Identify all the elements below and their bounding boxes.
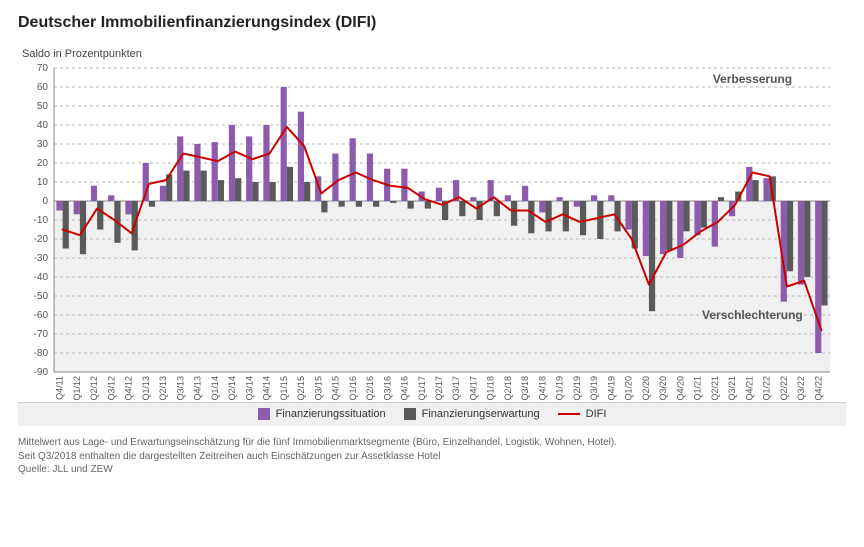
svg-text:-10: -10 — [34, 215, 49, 226]
svg-text:Q2/17: Q2/17 — [434, 376, 444, 401]
svg-text:Q2/20: Q2/20 — [641, 376, 651, 401]
svg-text:Q2/19: Q2/19 — [572, 376, 582, 401]
svg-text:Q1/12: Q1/12 — [72, 376, 82, 401]
svg-text:Q1/14: Q1/14 — [210, 376, 220, 401]
footnote-line-3: Quelle: JLL und ZEW — [18, 463, 846, 477]
svg-text:Q2/21: Q2/21 — [710, 376, 720, 401]
svg-text:30: 30 — [37, 139, 49, 150]
svg-text:Q4/17: Q4/17 — [468, 376, 478, 401]
legend-item-series1: Finanzierungssituation — [258, 408, 386, 420]
svg-text:50: 50 — [37, 101, 49, 112]
svg-text:Q4/16: Q4/16 — [400, 376, 410, 401]
svg-text:70: 70 — [37, 63, 49, 74]
svg-text:Q4/15: Q4/15 — [331, 376, 341, 401]
svg-text:Q1/22: Q1/22 — [762, 376, 772, 401]
svg-text:Q4/21: Q4/21 — [744, 376, 754, 401]
svg-text:Q3/19: Q3/19 — [589, 376, 599, 401]
footnote-line-1: Mittelwert aus Lage- und Erwartungseinsc… — [18, 436, 846, 450]
svg-text:Q1/13: Q1/13 — [141, 376, 151, 401]
svg-text:Q4/22: Q4/22 — [813, 376, 823, 401]
legend-item-series2: Finanzierungserwartung — [404, 408, 540, 420]
svg-text:Q2/18: Q2/18 — [503, 376, 513, 401]
svg-text:Q2/12: Q2/12 — [89, 376, 99, 401]
legend-label-series2: Finanzierungserwartung — [422, 408, 540, 420]
footnotes: Mittelwert aus Lage- und Erwartungseinsc… — [18, 436, 846, 477]
chart-svg: -90 -80 -70 -60 -50 -40 -30 -20 -10 0 10 20 30 40 50 60… — [18, 62, 838, 402]
svg-text:Q4/20: Q4/20 — [675, 376, 685, 401]
legend: Finanzierungssituation Finanzierungserwa… — [18, 402, 846, 426]
footnote-line-2: Seit Q3/2018 enthalten die dargestellten… — [18, 450, 846, 464]
legend-swatch-series2 — [404, 408, 416, 420]
legend-swatch-series1 — [258, 408, 270, 420]
svg-text:20: 20 — [37, 158, 49, 169]
svg-text:-80: -80 — [34, 348, 49, 359]
svg-text:Q1/19: Q1/19 — [555, 376, 565, 401]
svg-text:60: 60 — [37, 82, 49, 93]
svg-text:Q2/13: Q2/13 — [158, 376, 168, 401]
svg-text:Q1/17: Q1/17 — [417, 376, 427, 401]
svg-text:Q4/11: Q4/11 — [55, 376, 65, 400]
svg-text:Q3/21: Q3/21 — [727, 376, 737, 401]
svg-text:-60: -60 — [34, 310, 49, 321]
svg-text:-90: -90 — [34, 367, 49, 378]
svg-text:-40: -40 — [34, 272, 49, 283]
svg-text:Q3/13: Q3/13 — [175, 376, 185, 401]
svg-text:Q1/16: Q1/16 — [348, 376, 358, 401]
svg-text:Q1/15: Q1/15 — [279, 376, 289, 401]
svg-text:Q3/15: Q3/15 — [313, 376, 323, 401]
svg-text:0: 0 — [42, 196, 48, 207]
legend-label-series3: DIFI — [586, 408, 607, 420]
svg-text:Q4/18: Q4/18 — [537, 376, 547, 401]
svg-text:Q3/16: Q3/16 — [382, 376, 392, 401]
svg-text:Verbesserung: Verbesserung — [713, 72, 792, 86]
svg-text:Q4/14: Q4/14 — [262, 376, 272, 401]
svg-text:Q3/18: Q3/18 — [520, 376, 530, 401]
svg-text:Q2/22: Q2/22 — [779, 376, 789, 401]
svg-text:-30: -30 — [34, 253, 49, 264]
svg-text:-20: -20 — [34, 234, 49, 245]
svg-text:Q3/20: Q3/20 — [658, 376, 668, 401]
svg-text:Q2/15: Q2/15 — [296, 376, 306, 401]
svg-text:Q3/12: Q3/12 — [106, 376, 116, 401]
svg-text:Q3/14: Q3/14 — [244, 376, 254, 401]
chart-title: Deutscher Immobilienfinanzierungsindex (… — [18, 14, 846, 32]
svg-text:10: 10 — [37, 177, 49, 188]
svg-text:-70: -70 — [34, 329, 49, 340]
legend-swatch-series3 — [558, 413, 580, 415]
chart-area: -90 -80 -70 -60 -50 -40 -30 -20 -10 0 10 20 30 40 50 60… — [18, 62, 838, 402]
svg-text:Q2/14: Q2/14 — [227, 376, 237, 401]
legend-item-series3: DIFI — [558, 408, 607, 420]
svg-text:Q1/20: Q1/20 — [624, 376, 634, 401]
svg-text:Q2/16: Q2/16 — [365, 376, 375, 401]
svg-text:Q4/19: Q4/19 — [606, 376, 616, 401]
svg-text:Q4/12: Q4/12 — [124, 376, 134, 401]
svg-text:40: 40 — [37, 120, 49, 131]
svg-text:Q1/18: Q1/18 — [486, 376, 496, 401]
y-axis-subtitle: Saldo in Prozentpunkten — [22, 48, 846, 60]
legend-label-series1: Finanzierungssituation — [276, 408, 386, 420]
svg-text:Verschlechterung: Verschlechterung — [702, 308, 803, 322]
svg-text:Q3/22: Q3/22 — [796, 376, 806, 401]
svg-text:Q1/21: Q1/21 — [693, 376, 703, 401]
svg-text:-50: -50 — [34, 291, 49, 302]
svg-text:Q3/17: Q3/17 — [451, 376, 461, 401]
svg-text:Q4/13: Q4/13 — [193, 376, 203, 401]
